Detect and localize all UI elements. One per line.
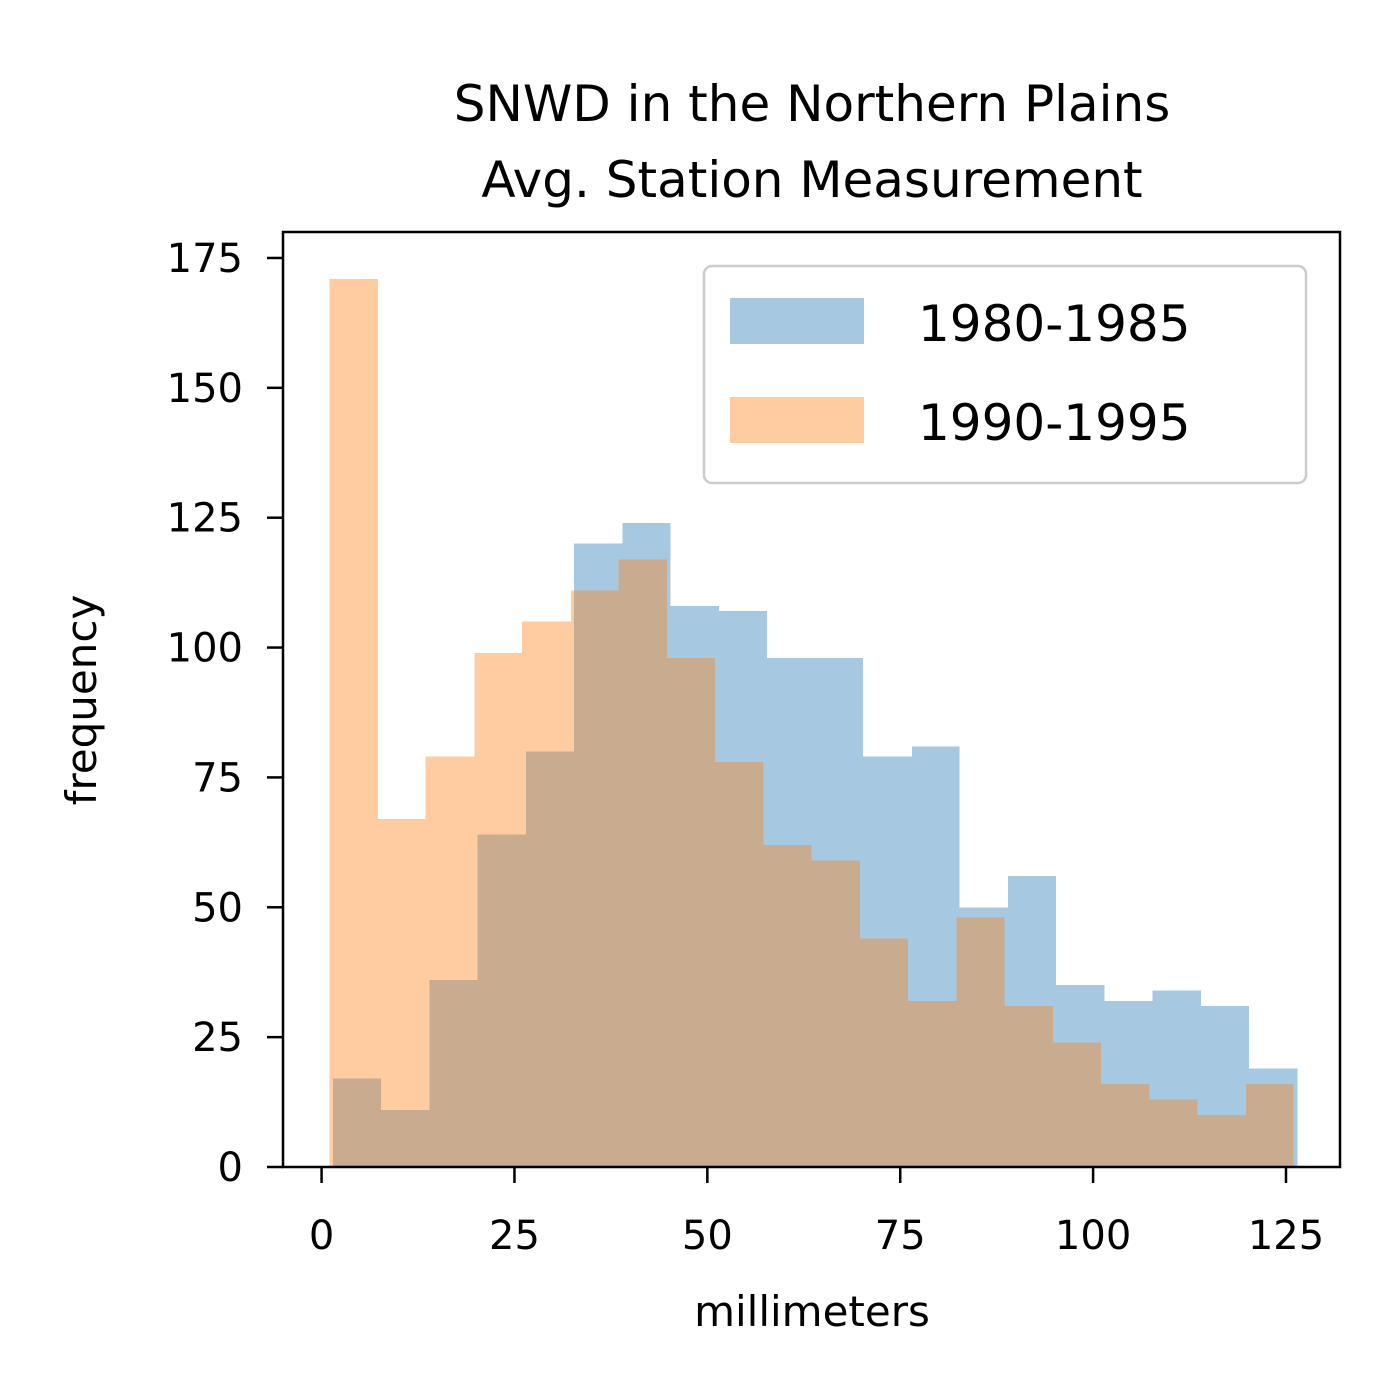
overlap-bar-5 — [474, 980, 478, 1167]
x-tick-label-0: 0 — [309, 1213, 334, 1259]
y-axis-ticks: 0 25 50 75 100 125 150 175 — [167, 236, 283, 1191]
overlap-bar-18 — [766, 844, 812, 1167]
x-axis-label: millimeters — [694, 1287, 930, 1336]
overlap-bar-22 — [863, 938, 908, 1167]
overlap-bar-11 — [618, 559, 623, 1167]
overlap-bar-28 — [1008, 1005, 1053, 1167]
overlap-bar-25 — [956, 917, 960, 1167]
overlap-bar-30 — [1056, 1042, 1101, 1167]
x-tick-label-50: 50 — [682, 1213, 733, 1259]
x-tick-label-75: 75 — [875, 1213, 926, 1259]
x-tick-label-125: 125 — [1248, 1213, 1324, 1259]
overlap-bar-2 — [380, 1109, 426, 1167]
plot-frame — [281, 230, 1342, 1169]
overlap-bar-9 — [570, 751, 574, 1167]
overlap-bar-21 — [860, 938, 864, 1167]
overlap-bar-26 — [959, 917, 1005, 1167]
overlap-bar-10 — [573, 590, 619, 1167]
overlap-bar-1 — [377, 1078, 381, 1167]
overlap-bar-34 — [1152, 1099, 1198, 1167]
y-axis-label: frequency — [57, 595, 106, 806]
legend-label-1990-1995: 1990-1995 — [918, 394, 1191, 452]
overlap-bar-24 — [911, 1000, 957, 1167]
overlap-bar-16 — [718, 761, 764, 1167]
bar-1990-1995-bin-0 — [329, 278, 378, 1167]
overlap-bar-8 — [526, 751, 571, 1167]
overlap-bar-27 — [1004, 1005, 1009, 1167]
overlap-bar-3 — [425, 1109, 430, 1167]
y-tick-label-75: 75 — [192, 755, 243, 801]
overlap-bar-12 — [622, 559, 668, 1167]
legend: 1980-1985 1990-1995 — [702, 264, 1308, 485]
overlap-bar-36 — [1201, 1115, 1246, 1167]
overlap-bar-14 — [670, 657, 716, 1167]
y-tick-label-150: 150 — [167, 366, 243, 412]
y-tick-label-25: 25 — [192, 1015, 243, 1061]
overlap-bar-37 — [1245, 1083, 1249, 1167]
chart-title-line-2: Avg. Station Measurement — [481, 151, 1142, 209]
x-tick-label-25: 25 — [489, 1213, 540, 1259]
overlap-bar-0 — [333, 1078, 378, 1167]
overlap-bar-6 — [477, 834, 523, 1167]
overlap-bar-33 — [1149, 1099, 1153, 1167]
y-tick-label-50: 50 — [192, 885, 243, 931]
x-tick-label-100: 100 — [1055, 1213, 1131, 1259]
legend-label-1980-1985: 1980-1985 — [918, 295, 1191, 353]
overlap-bar-32 — [1104, 1083, 1150, 1167]
overlap-bar-19 — [811, 860, 816, 1167]
overlap-bar-23 — [907, 1000, 912, 1167]
overlap-bar-31 — [1100, 1083, 1105, 1167]
y-tick-label-100: 100 — [167, 626, 243, 672]
overlap-bar-38 — [1248, 1083, 1294, 1167]
y-tick-label-0: 0 — [218, 1145, 243, 1191]
chart-title-line-1: SNWD in the Northern Plains — [454, 75, 1171, 133]
overlap-bar-7 — [522, 834, 527, 1167]
overlap-bar-15 — [715, 761, 719, 1167]
bars — [329, 278, 1298, 1167]
y-tick-label-125: 125 — [167, 496, 243, 542]
overlap-bar-17 — [763, 844, 767, 1167]
bar-1990-1995-bin-1 — [377, 818, 426, 1167]
overlap-bar-35 — [1197, 1115, 1202, 1167]
overlap-bar-20 — [815, 860, 861, 1167]
legend-swatch-1980-1985 — [730, 298, 864, 344]
overlap-bar-4 — [429, 980, 475, 1167]
y-tick-label-175: 175 — [167, 236, 243, 282]
legend-swatch-1990-1995 — [730, 397, 864, 443]
x-axis-ticks: 0 25 50 75 100 125 — [309, 1167, 1324, 1259]
overlap-bar-29 — [1052, 1042, 1057, 1167]
overlap-bar-13 — [667, 657, 671, 1167]
overlap-region — [333, 559, 1294, 1167]
